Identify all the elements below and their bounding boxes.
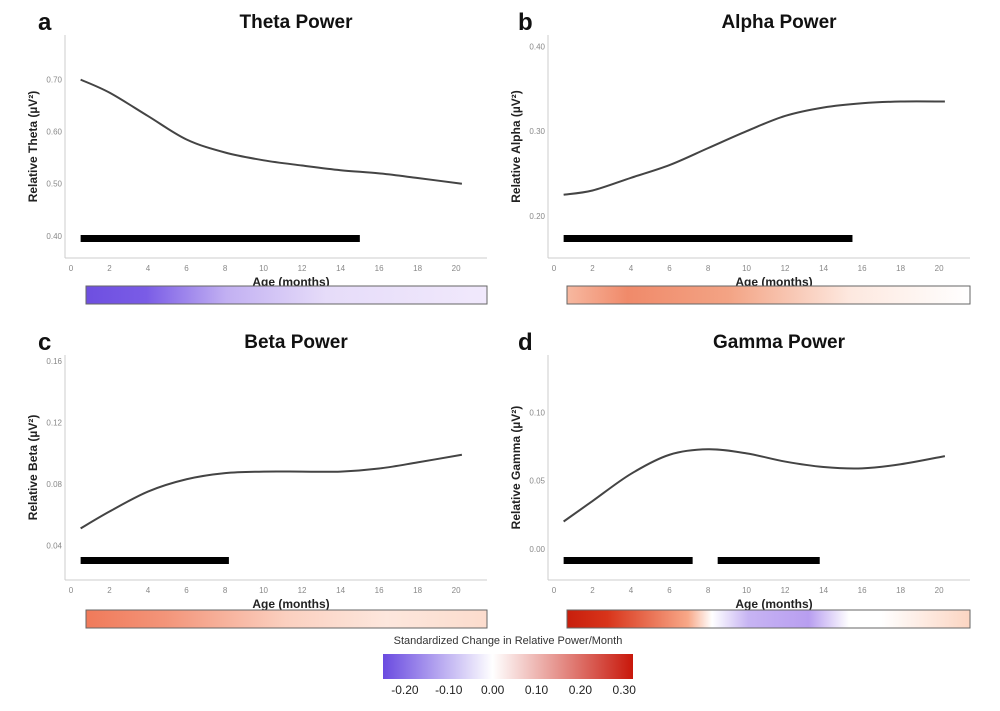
x-tick-label: 20: [452, 264, 461, 273]
x-tick-label: 2: [107, 586, 112, 595]
panel-letter: b: [518, 9, 533, 36]
significance-bar: [717, 557, 820, 564]
x-tick-label: 6: [667, 586, 672, 595]
panel-title: Beta Power: [244, 332, 348, 353]
x-tick-label: 4: [146, 586, 151, 595]
panel-letter: a: [38, 9, 52, 36]
x-tick-label: 12: [781, 264, 790, 273]
x-tick-label: 16: [858, 264, 867, 273]
colorbar: [383, 654, 633, 679]
colorbar-tick-label: 0.10: [525, 683, 549, 697]
y-tick-label: 0.40: [529, 42, 545, 51]
x-tick-label: 18: [413, 586, 422, 595]
x-tick-label: 4: [146, 264, 151, 273]
significance-bar: [80, 235, 360, 242]
x-tick-label: 12: [298, 264, 307, 273]
panel-a: a Theta Power 0 2 4 6 8 10 12 14 16 18 20 0.40 0.50 0.6…: [26, 9, 488, 305]
panel-letter: c: [38, 329, 51, 356]
x-tick-label: 14: [336, 586, 345, 595]
x-tick-label: 20: [935, 586, 944, 595]
x-tick-label: 14: [336, 264, 345, 273]
x-tick-label: 14: [819, 264, 828, 273]
y-tick-label: 0.08: [46, 480, 62, 489]
x-tick-label: 0: [552, 586, 557, 595]
y-tick-label: 0.30: [529, 127, 545, 136]
panel-title: Alpha Power: [721, 12, 837, 33]
colorbar-tick-label: -0.10: [435, 683, 463, 697]
trend-line: [80, 453, 463, 530]
x-tick-label: 8: [706, 264, 711, 273]
trend-line: [80, 78, 463, 185]
panel-d: d Gamma Power 0 2 4 6 8 10 12 14 16 18 20 0.00 0.05 0.1…: [509, 329, 971, 629]
x-tick-label: 6: [667, 264, 672, 273]
y-tick-label: 0.00: [529, 545, 545, 554]
x-tick-label: 16: [375, 586, 384, 595]
colorbar-tick-label: 0.00: [481, 683, 505, 697]
significance-bar: [80, 557, 229, 564]
x-axis-label: Age (months): [252, 597, 329, 611]
x-tick-label: 10: [259, 586, 268, 595]
panel-title: Theta Power: [240, 12, 354, 33]
colorbar-title: Standardized Change in Relative Power/Mo…: [394, 635, 623, 647]
x-tick-label: 12: [781, 586, 790, 595]
x-tick-label: 4: [629, 264, 634, 273]
x-tick-label: 8: [223, 586, 228, 595]
x-axis-label: Age (months): [735, 597, 812, 611]
x-tick-label: 14: [819, 586, 828, 595]
y-tick-label: 0.20: [529, 212, 545, 221]
significance-bar: [563, 557, 693, 564]
y-tick-label: 0.40: [46, 232, 62, 241]
x-tick-label: 2: [107, 264, 112, 273]
x-tick-label: 2: [590, 586, 595, 595]
x-tick-label: 6: [184, 586, 189, 595]
x-tick-label: 10: [742, 586, 751, 595]
x-tick-label: 18: [896, 586, 905, 595]
x-tick-label: 20: [452, 586, 461, 595]
x-tick-label: 16: [375, 264, 384, 273]
x-tick-label: 0: [69, 264, 74, 273]
panel-title: Gamma Power: [713, 332, 846, 353]
x-tick-label: 6: [184, 264, 189, 273]
y-tick-label: 0.50: [46, 180, 62, 189]
y-tick-label: 0.04: [46, 541, 62, 550]
colorbar-tick-label: 0.20: [569, 683, 593, 697]
x-tick-label: 4: [629, 586, 634, 595]
x-tick-label: 8: [223, 264, 228, 273]
x-tick-label: 2: [590, 264, 595, 273]
x-tick-label: 0: [552, 264, 557, 273]
rate-of-change-bar: [85, 285, 488, 305]
colorbar-tick-label: -0.20: [391, 683, 419, 697]
rate-of-change-bar: [566, 285, 971, 305]
x-tick-label: 20: [935, 264, 944, 273]
colorbar-tick-label: 0.30: [613, 683, 637, 697]
y-tick-label: 0.60: [46, 128, 62, 137]
y-tick-label: 0.12: [46, 418, 62, 427]
rate-of-change-bar: [85, 609, 488, 629]
x-tick-label: 10: [742, 264, 751, 273]
y-tick-label: 0.16: [46, 357, 62, 366]
x-tick-label: 18: [896, 264, 905, 273]
y-tick-label: 0.10: [529, 409, 545, 418]
significance-bar: [563, 235, 853, 242]
colorbar-legend: Standardized Change in Relative Power/Mo…: [383, 635, 636, 697]
x-tick-label: 18: [413, 264, 422, 273]
y-tick-label: 0.70: [46, 76, 62, 85]
panel-c: c Beta Power 0 2 4 6 8 10 12 14 16 18 20 0.04 0.08 0.12…: [26, 329, 488, 629]
y-tick-label: 0.05: [529, 477, 545, 486]
rate-of-change-bar: [566, 609, 971, 629]
y-axis-label: Relative Theta (µV²): [26, 91, 40, 203]
panel-b: b Alpha Power 0 2 4 6 8 10 12 14 16 18 20 0.20 0.30 0.4…: [509, 9, 971, 305]
x-tick-label: 8: [706, 586, 711, 595]
y-axis-label: Relative Alpha (µV²): [509, 90, 523, 203]
y-axis-label: Relative Beta (µV²): [26, 415, 40, 521]
x-tick-label: 0: [69, 586, 74, 595]
trend-line: [563, 448, 946, 523]
x-tick-label: 16: [858, 586, 867, 595]
trend-line: [563, 100, 945, 196]
x-tick-label: 12: [298, 586, 307, 595]
y-axis-label: Relative Gamma (µV²): [509, 406, 523, 530]
panel-letter: d: [518, 329, 533, 356]
x-tick-label: 10: [259, 264, 268, 273]
